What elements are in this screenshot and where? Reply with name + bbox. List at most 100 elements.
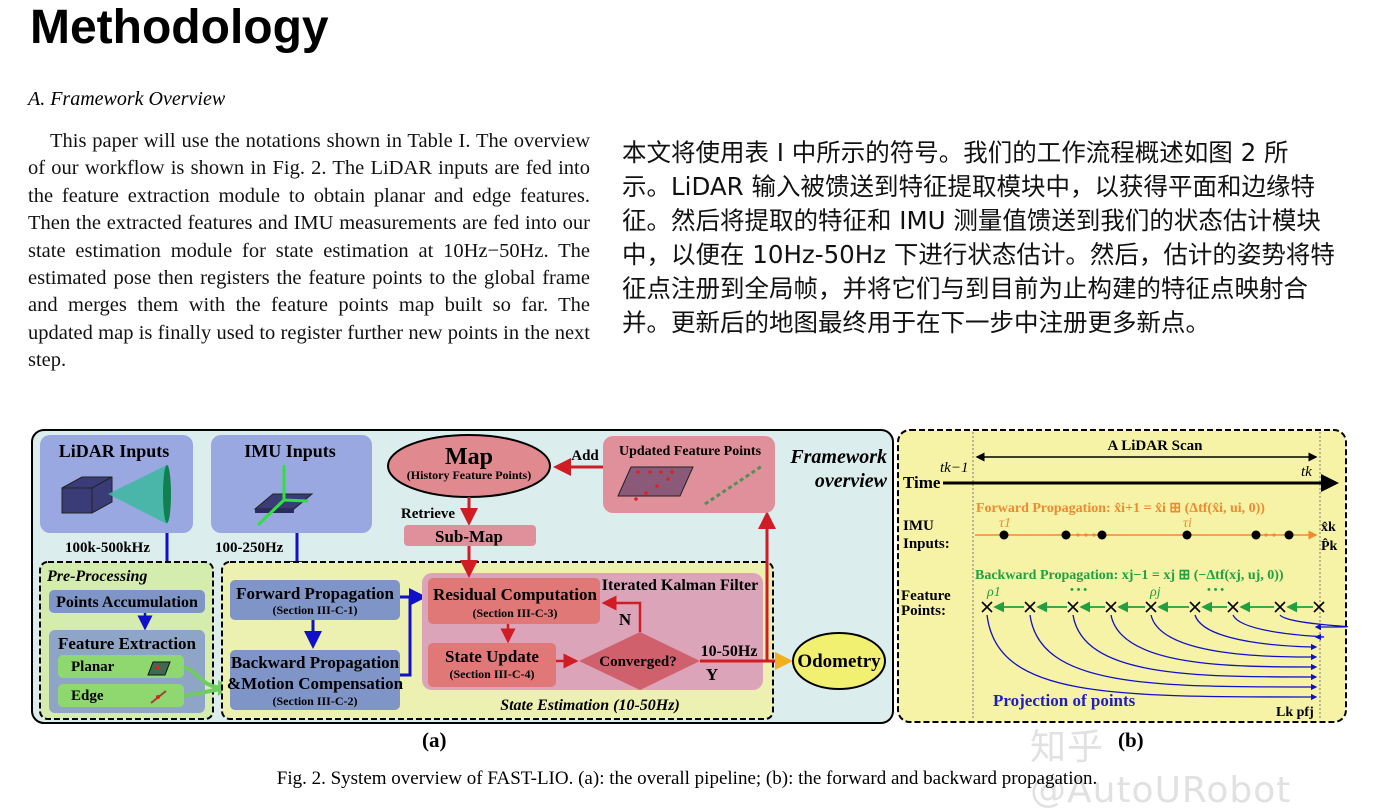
imu-icon: [253, 465, 314, 527]
svg-text:Time: Time: [903, 473, 941, 492]
svg-text:tk: tk: [1301, 464, 1312, 480]
svg-text:(Section III-C-4): (Section III-C-4): [450, 667, 535, 681]
svg-text:tk−1: tk−1: [940, 460, 968, 476]
feature-point-cross: [981, 601, 993, 613]
feature-point-cross: [1105, 601, 1117, 613]
svg-text:Forward Propagation: x̂i+1 =: Forward Propagation: x̂i+1 = x̂i ⊞ (Δtf(…: [976, 501, 1265, 516]
english-paragraph: This paper will use the notations shown …: [28, 130, 590, 372]
projection-arc: [1279, 614, 1349, 631]
projection-arc: [986, 614, 1318, 701]
svg-text:P̂k: P̂k: [1321, 537, 1338, 554]
svg-text:(Section III-C-2): (Section III-C-2): [273, 694, 358, 708]
svg-text:Edge: Edge: [71, 688, 104, 704]
svg-text:Framework: Framework: [789, 446, 887, 468]
ellipsis-dot: [1084, 533, 1088, 537]
imu-sample-dot: [1251, 530, 1261, 540]
projection-arc: [1029, 614, 1318, 691]
feature-point-cross: [1024, 601, 1036, 613]
svg-text:Points Accumulation: Points Accumulation: [56, 594, 198, 611]
svg-text:10-50Hz: 10-50Hz: [701, 643, 758, 660]
imu-sample-dot: [1182, 530, 1192, 540]
svg-text:τ1: τ1: [999, 516, 1011, 531]
map-node: Map (History Feature Points): [387, 434, 551, 498]
svg-text:Odometry: Odometry: [797, 651, 881, 672]
svg-text:Y: Y: [706, 665, 718, 684]
panel-b: A LiDAR Scan Time tk−1 tk Forward Propag…: [897, 429, 1349, 723]
ellipsis-dot: [1076, 533, 1080, 537]
svg-text:• • •: • • •: [1207, 584, 1224, 596]
imu-sample-dot: [1061, 530, 1071, 540]
svg-text:State Estimation (10-50Hz): State Estimation (10-50Hz): [500, 697, 680, 714]
panel-a: LiDAR Inputs 100k-500kHz IMU Inputs 100-…: [31, 429, 894, 724]
svg-text:Map: Map: [445, 444, 493, 470]
lidar-sensor-icon: [61, 465, 171, 524]
projection-arc: [1232, 614, 1325, 641]
svg-text:Retrieve: Retrieve: [401, 506, 455, 522]
svg-text:N: N: [619, 610, 632, 629]
svg-text:Residual Computation: Residual Computation: [433, 585, 597, 604]
chinese-paragraph: 本文将使用表 I 中所示的符号。我们的工作流程概述如图 2 所示。LiDAR 输…: [622, 138, 1335, 337]
imu-sample-dot: [1097, 530, 1107, 540]
svg-text:LiDAR Inputs: LiDAR Inputs: [59, 441, 170, 461]
svg-text:ρj: ρj: [1149, 585, 1161, 600]
imu-sample-dot: [1284, 530, 1294, 540]
feature-point-cross: [1227, 601, 1239, 613]
svg-text:Iterated Kalman Filter: Iterated Kalman Filter: [602, 577, 758, 594]
ellipsis-dot: [1092, 533, 1096, 537]
ellipsis-dot: [1272, 533, 1276, 537]
svg-text:A LiDAR Scan: A LiDAR Scan: [1107, 438, 1203, 454]
panel-b-label: (b): [1118, 728, 1144, 752]
svg-text:&Motion Compensation: &Motion Compensation: [227, 674, 404, 693]
pre-processing-group: Pre-Processing Points Accumulation Featu…: [39, 561, 230, 720]
converged-diamond: [579, 632, 700, 690]
svg-text:Feature Extraction: Feature Extraction: [58, 634, 197, 653]
feature-point-cross: [1274, 601, 1286, 613]
svg-text:Sub-Map: Sub-Map: [435, 527, 503, 546]
projection-arc: [1194, 614, 1318, 651]
svg-text:(Section III-C-1): (Section III-C-1): [273, 603, 358, 617]
updated-feature-points-box: Updated Feature Points: [603, 436, 775, 513]
svg-text:Planar: Planar: [71, 659, 115, 675]
projection-arc: [1072, 614, 1318, 681]
svg-text:Inputs:: Inputs:: [903, 536, 950, 552]
svg-text:IMU Inputs: IMU Inputs: [244, 441, 336, 461]
svg-text:Backward Propagation: xj−1 = x: Backward Propagation: xj−1 = xj ⊞ (−Δtf(…: [975, 568, 1284, 583]
imu-inputs-box: IMU Inputs: [211, 435, 372, 533]
svg-text:Feature: Feature: [901, 588, 951, 604]
svg-text:(Section III-C-3): (Section III-C-3): [473, 606, 558, 620]
feature-point-cross: [1145, 601, 1157, 613]
svg-text:Projection of points: Projection of points: [993, 691, 1136, 710]
odometry-node: Odometry: [792, 632, 886, 690]
feature-point-cross: [1313, 601, 1325, 613]
svg-text:τi: τi: [1183, 516, 1192, 531]
svg-text:IMU: IMU: [903, 518, 934, 534]
svg-text:Backward Propagation: Backward Propagation: [231, 653, 400, 672]
svg-text:x̂k: x̂k: [1321, 520, 1336, 535]
section-heading: A. Framework Overview: [28, 88, 226, 110]
page-title: Methodology: [30, 1, 329, 54]
svg-text:(History Feature Points): (History Feature Points): [407, 468, 531, 482]
svg-text:Updated Feature Points: Updated Feature Points: [619, 444, 762, 459]
svg-text:Lk pfj: Lk pfj: [1276, 705, 1314, 720]
svg-text:Converged?: Converged?: [599, 654, 677, 670]
svg-text:overview: overview: [815, 470, 888, 492]
projection-arc: [1110, 614, 1318, 671]
svg-text:Forward Propagation: Forward Propagation: [236, 584, 394, 603]
figure-caption: Fig. 2. System overview of FAST-LIO. (a)…: [276, 768, 1098, 789]
ellipsis-dot: [1264, 533, 1268, 537]
imu-sample-dot: [999, 530, 1009, 540]
state-estimation-group: Forward Propagation (Section III-C-1) Ba…: [221, 561, 774, 720]
lidar-inputs-box: LiDAR Inputs: [40, 435, 193, 533]
panel-a-label: (a): [422, 728, 447, 752]
svg-text:• • •: • • •: [1070, 584, 1087, 596]
svg-text:ρ1: ρ1: [986, 585, 1001, 600]
svg-text:Add: Add: [571, 448, 599, 464]
watermark: 知乎 @AutoURobot: [1030, 727, 1292, 811]
feature-point-cross: [1067, 601, 1079, 613]
svg-text:Points:: Points:: [901, 603, 946, 619]
svg-text:100-250Hz: 100-250Hz: [215, 540, 284, 556]
feature-point-cross: [1189, 601, 1201, 613]
svg-text:100k-500kHz: 100k-500kHz: [65, 540, 150, 556]
svg-text:State Update: State Update: [445, 647, 539, 666]
